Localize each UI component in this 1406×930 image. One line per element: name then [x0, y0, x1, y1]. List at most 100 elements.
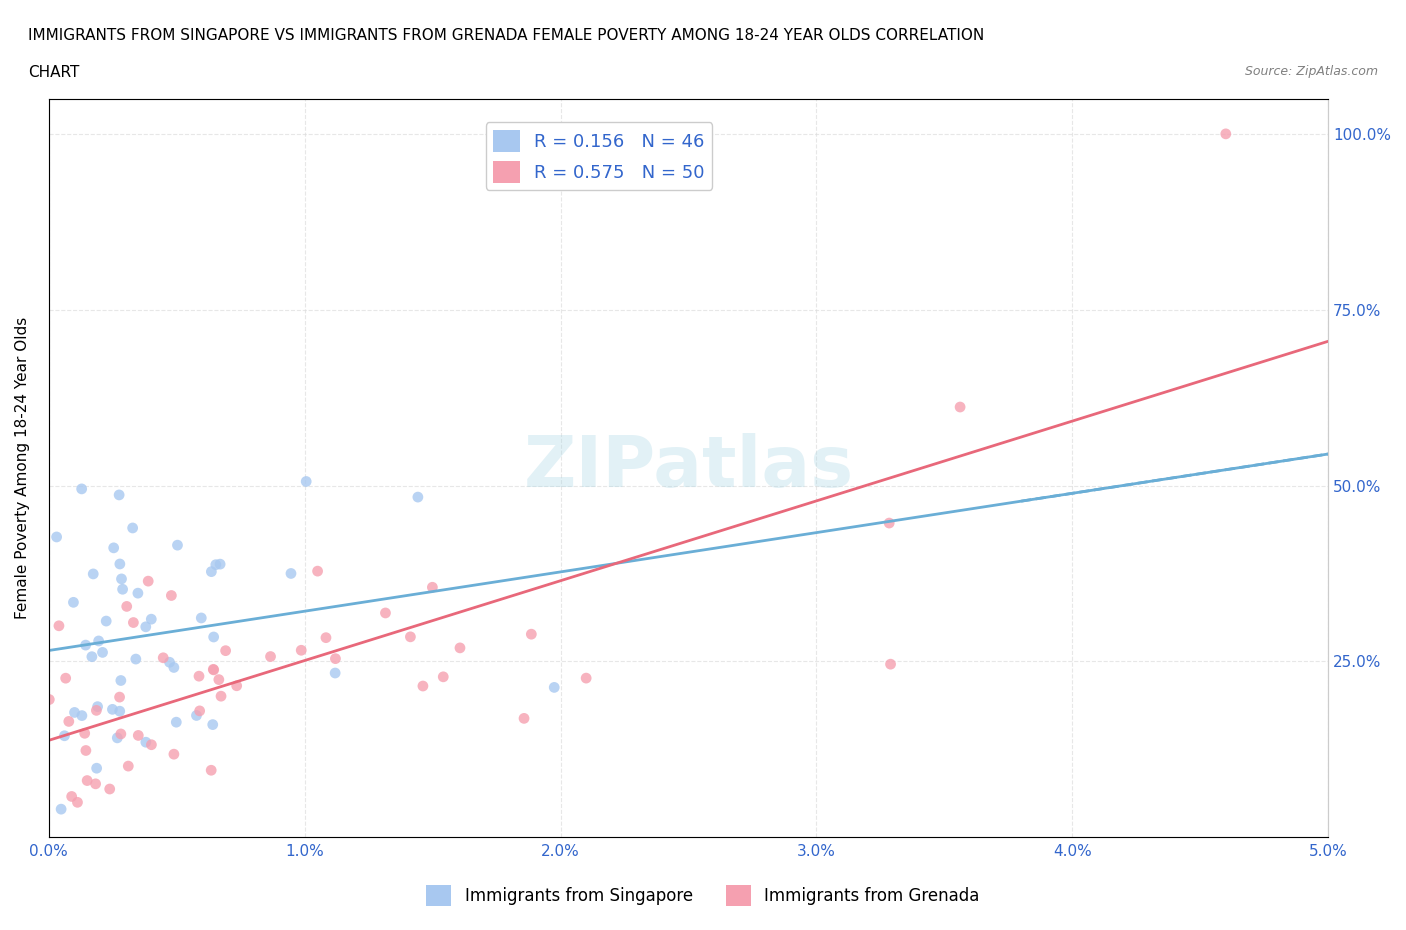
Immigrants from Singapore: [101, 702, 124, 717]
Immigrants from Singapore: [108, 704, 131, 719]
Immigrants from Grenada: [209, 689, 232, 704]
Y-axis label: Female Poverty Among 18-24 Year Olds: Female Poverty Among 18-24 Year Olds: [15, 317, 30, 619]
Immigrants from Singapore: [70, 708, 93, 723]
Legend: R = 0.156   N = 46, R = 0.575   N = 50: R = 0.156 N = 46, R = 0.575 N = 50: [485, 123, 711, 190]
Immigrants from Singapore: [91, 645, 114, 660]
Immigrants from Grenada: [84, 777, 107, 791]
Immigrants from Singapore: [63, 705, 86, 720]
Immigrants from Grenada: [73, 725, 96, 740]
Immigrants from Singapore: [135, 619, 157, 634]
Immigrants from Grenada: [200, 763, 222, 777]
Immigrants from Grenada: [214, 644, 236, 658]
Immigrants from Grenada: [98, 781, 121, 796]
Immigrants from Grenada: [115, 599, 138, 614]
Immigrants from Singapore: [121, 521, 143, 536]
Immigrants from Singapore: [45, 529, 67, 544]
Immigrants from Singapore: [86, 761, 108, 776]
Legend: Immigrants from Singapore, Immigrants from Grenada: Immigrants from Singapore, Immigrants fr…: [419, 879, 987, 912]
Immigrants from Singapore: [75, 638, 97, 653]
Immigrants from Singapore: [186, 708, 208, 723]
Immigrants from Grenada: [307, 564, 329, 578]
Immigrants from Singapore: [110, 571, 132, 586]
Immigrants from Grenada: [202, 662, 225, 677]
Immigrants from Singapore: [200, 565, 222, 579]
Immigrants from Grenada: [76, 773, 98, 788]
Immigrants from Singapore: [543, 680, 565, 695]
Immigrants from Grenada: [66, 795, 89, 810]
Immigrants from Singapore: [62, 595, 84, 610]
Text: ZIPatlas: ZIPatlas: [523, 433, 853, 502]
Immigrants from Singapore: [80, 649, 103, 664]
Immigrants from Grenada: [152, 650, 174, 665]
Immigrants from Singapore: [165, 715, 187, 730]
Immigrants from Singapore: [202, 630, 225, 644]
Immigrants from Grenada: [513, 711, 536, 725]
Immigrants from Grenada: [374, 605, 396, 620]
Immigrants from Grenada: [108, 690, 131, 705]
Immigrants from Grenada: [58, 714, 80, 729]
Immigrants from Singapore: [108, 556, 131, 571]
Immigrants from Grenada: [86, 703, 108, 718]
Immigrants from Grenada: [202, 662, 225, 677]
Immigrants from Grenada: [1215, 126, 1237, 141]
Immigrants from Grenada: [48, 618, 70, 633]
Immigrants from Singapore: [323, 666, 346, 681]
Immigrants from Grenada: [399, 630, 422, 644]
Immigrants from Singapore: [280, 566, 302, 581]
Immigrants from Grenada: [520, 627, 543, 642]
Immigrants from Singapore: [166, 538, 188, 552]
Immigrants from Singapore: [125, 652, 148, 667]
Immigrants from Singapore: [201, 717, 224, 732]
Immigrants from Singapore: [53, 728, 76, 743]
Immigrants from Grenada: [188, 669, 211, 684]
Immigrants from Singapore: [49, 802, 72, 817]
Immigrants from Singapore: [295, 474, 318, 489]
Immigrants from Singapore: [141, 612, 163, 627]
Immigrants from Grenada: [225, 678, 247, 693]
Immigrants from Grenada: [160, 588, 183, 603]
Immigrants from Grenada: [315, 631, 337, 645]
Immigrants from Singapore: [105, 730, 128, 745]
Text: IMMIGRANTS FROM SINGAPORE VS IMMIGRANTS FROM GRENADA FEMALE POVERTY AMONG 18-24 : IMMIGRANTS FROM SINGAPORE VS IMMIGRANTS …: [28, 28, 984, 43]
Immigrants from Grenada: [575, 671, 598, 685]
Immigrants from Grenada: [75, 743, 97, 758]
Immigrants from Grenada: [449, 641, 471, 656]
Immigrants from Grenada: [163, 747, 186, 762]
Text: CHART: CHART: [28, 65, 80, 80]
Immigrants from Singapore: [127, 586, 149, 601]
Text: Source: ZipAtlas.com: Source: ZipAtlas.com: [1244, 65, 1378, 78]
Immigrants from Singapore: [70, 482, 93, 497]
Immigrants from Grenada: [110, 726, 132, 741]
Immigrants from Grenada: [55, 671, 77, 685]
Immigrants from Singapore: [82, 566, 104, 581]
Immigrants from Grenada: [60, 789, 83, 804]
Immigrants from Grenada: [325, 651, 347, 666]
Immigrants from Grenada: [117, 759, 139, 774]
Immigrants from Grenada: [136, 574, 159, 589]
Immigrants from Singapore: [108, 487, 131, 502]
Immigrants from Singapore: [111, 582, 134, 597]
Immigrants from Grenada: [290, 643, 312, 658]
Immigrants from Grenada: [259, 649, 281, 664]
Immigrants from Singapore: [159, 655, 181, 670]
Immigrants from Singapore: [86, 699, 108, 714]
Immigrants from Singapore: [96, 614, 118, 629]
Immigrants from Singapore: [406, 490, 429, 505]
Immigrants from Grenada: [122, 615, 145, 630]
Immigrants from Singapore: [103, 540, 125, 555]
Immigrants from Grenada: [38, 692, 60, 707]
Immigrants from Grenada: [127, 728, 149, 743]
Immigrants from Grenada: [432, 670, 454, 684]
Immigrants from Singapore: [190, 610, 212, 625]
Immigrants from Grenada: [412, 679, 434, 694]
Immigrants from Grenada: [877, 515, 900, 530]
Immigrants from Grenada: [879, 657, 901, 671]
Immigrants from Singapore: [209, 557, 232, 572]
Immigrants from Singapore: [204, 557, 226, 572]
Immigrants from Grenada: [141, 737, 163, 752]
Immigrants from Singapore: [110, 673, 132, 688]
Immigrants from Grenada: [208, 672, 231, 687]
Immigrants from Singapore: [87, 633, 110, 648]
Immigrants from Grenada: [188, 703, 211, 718]
Immigrants from Grenada: [422, 579, 444, 594]
